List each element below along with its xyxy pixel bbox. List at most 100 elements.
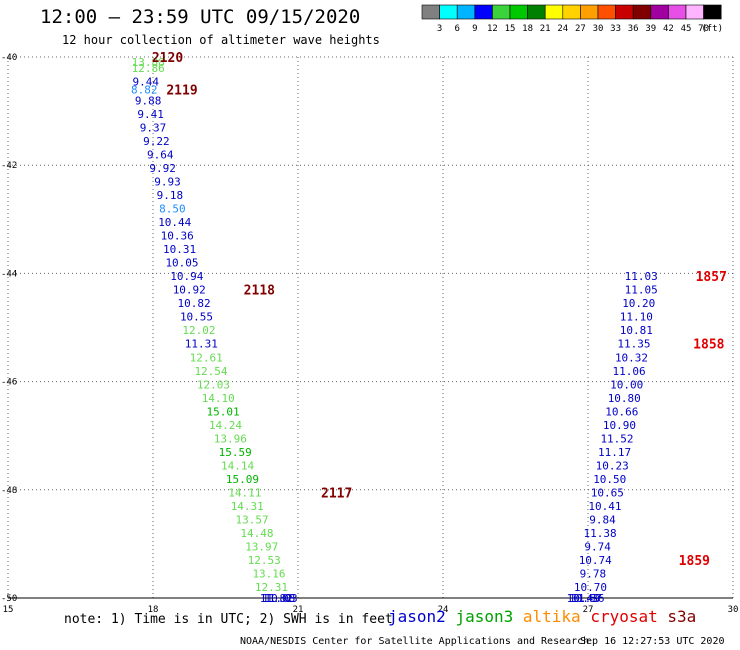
swh-colorbar: 3 6 9 12 15 18 21 24 27 30 33 36 39 42 45 70(ft) [421,4,723,34]
wave-height-point: 10.32 [615,351,648,364]
y-tick-label: -40 [1,53,17,63]
wave-height-point: 10.92 [173,284,206,297]
pass-time-labels: 2120 2119 2118 2117 1857 1858 1859 [152,51,727,569]
wave-height-point: 12.31 [255,581,288,594]
wave-height-point: 10.31 [163,243,196,256]
wave-height-point: 13.97 [245,541,278,554]
wave-height-point: 13.96 [214,432,247,445]
y-tick-label: -46 [1,378,17,388]
pass-time-label: 2117 [321,487,352,502]
wave-height-point: 14.14 [221,459,254,472]
colorbar-label: 70 [698,24,709,34]
chart-grid [7,56,734,599]
wave-height-point: 11.03 [625,270,658,283]
colorbar-swatch [492,4,511,20]
colorbar-swatch [527,4,546,20]
colorbar-unit: (ft) [701,24,723,34]
wave-height-point: 10.67 [569,592,602,605]
wave-height-point: 10.23 [596,459,629,472]
wave-height-point: 9.44 [133,75,160,88]
wave-height-point: 10.70 [574,581,607,594]
wave-height-point: 9.88 [135,94,162,107]
wave-height-point: 13.16 [252,568,285,581]
x-tick-label: 24 [438,605,449,615]
colorbar-swatch [580,4,599,20]
wave-height-point: 12.54 [194,365,227,378]
wave-height-point: 11.08 [262,592,295,605]
x-tick-label: 21 [293,605,304,615]
pass-time-label: 1857 [696,270,727,285]
wave-height-point: 9.37 [140,121,167,134]
pass-time-label: 1858 [693,338,724,353]
wave-height-point: 8.82 [131,83,158,96]
wave-height-point: 14.10 [202,392,235,405]
wave-height-point: 9.78 [580,568,607,581]
wave-height-point: 11.05 [625,284,658,297]
wave-height-point: 13.88 [132,56,165,69]
colorbar-swatch [668,4,687,20]
colorbar-label: 30 [593,24,604,34]
wave-height-point: 10.00 [610,378,643,391]
wave-height-point: 10.50 [593,473,626,486]
colorbar-swatch [474,4,493,20]
pass-time-label: 2118 [244,284,275,299]
wave-height-point: 13.57 [236,514,269,527]
legend-altika: altika [522,607,581,626]
wave-height-point: 10.74 [579,554,612,567]
colorbar-label: 15 [505,24,516,34]
wave-height-point: 10.44 [158,216,191,229]
wave-height-point: 10.49 [567,592,600,605]
wave-height-point: 9.74 [584,541,611,554]
colorbar-label: 12 [487,24,498,34]
wave-height-point: 15.09 [226,473,259,486]
wave-height-point: 14.48 [240,527,273,540]
y-tick-label: -42 [1,161,17,171]
axis-ticks: 15 18 21 24 27 30 -40 -42 -44 -46 -48 -50 [1,53,738,615]
colorbar-label: 45 [681,24,692,34]
colorbar-swatch [632,4,652,20]
wave-height-point: 9.92 [149,162,176,175]
wave-height-point: 11.10 [620,311,653,324]
y-tick-label: -44 [1,269,17,279]
wave-height-point: 10.05 [165,257,198,270]
wave-height-point: 11.17 [598,446,631,459]
wave-height-point: 9.18 [157,189,184,202]
wave-height-point: 8.50 [159,202,186,215]
wave-height-point: 12.02 [182,324,215,337]
chart-subtitle: 12 hour collection of altimeter wave hei… [62,33,380,47]
wave-height-point: 10.80 [608,392,641,405]
colorbar-label: 33 [610,24,621,34]
footer-timestamp: Sep 16 12:27:53 UTC 2020 [580,636,725,647]
wave-height-point: 9.41 [137,108,164,121]
colorbar-label: 6 [454,24,459,34]
colorbar-label: 21 [540,24,551,34]
colorbar-label: 18 [522,24,533,34]
colorbar-swatch [456,4,476,20]
satellite-legend: jason2 jason3 altika cryosat s3a [388,607,696,626]
colorbar-swatch [509,4,528,20]
wave-height-point: 10.20 [622,297,655,310]
wave-height-point: 10.55 [180,311,213,324]
x-tick-label: 30 [728,605,739,615]
wave-height-point: 9.93 [154,175,181,188]
wave-height-point: 12.03 [197,378,230,391]
colorbar-label: 36 [628,24,639,34]
wave-height-point: 12.53 [248,554,281,567]
y-tick-label: -48 [1,486,17,496]
wave-height-point: 14.24 [209,419,242,432]
wave-height-point: 10.82 [178,297,211,310]
colorbar-swatch [703,4,722,20]
wave-height-point: 9.64 [147,148,174,161]
colorbar-label: 9 [472,24,477,34]
x-tick-label: 18 [148,605,159,615]
wave-height-point: 11.52 [600,432,633,445]
wave-height-point: 10.66 [605,405,638,418]
colorbar-swatch [597,4,616,20]
legend-jason3: jason3 [455,607,514,626]
wave-height-point: 11.38 [584,527,617,540]
colorbar-label: 39 [645,24,656,34]
colorbar-swatch [685,4,704,20]
colorbar-label: 42 [663,24,674,34]
wave-height-point: 14.11 [228,487,261,500]
